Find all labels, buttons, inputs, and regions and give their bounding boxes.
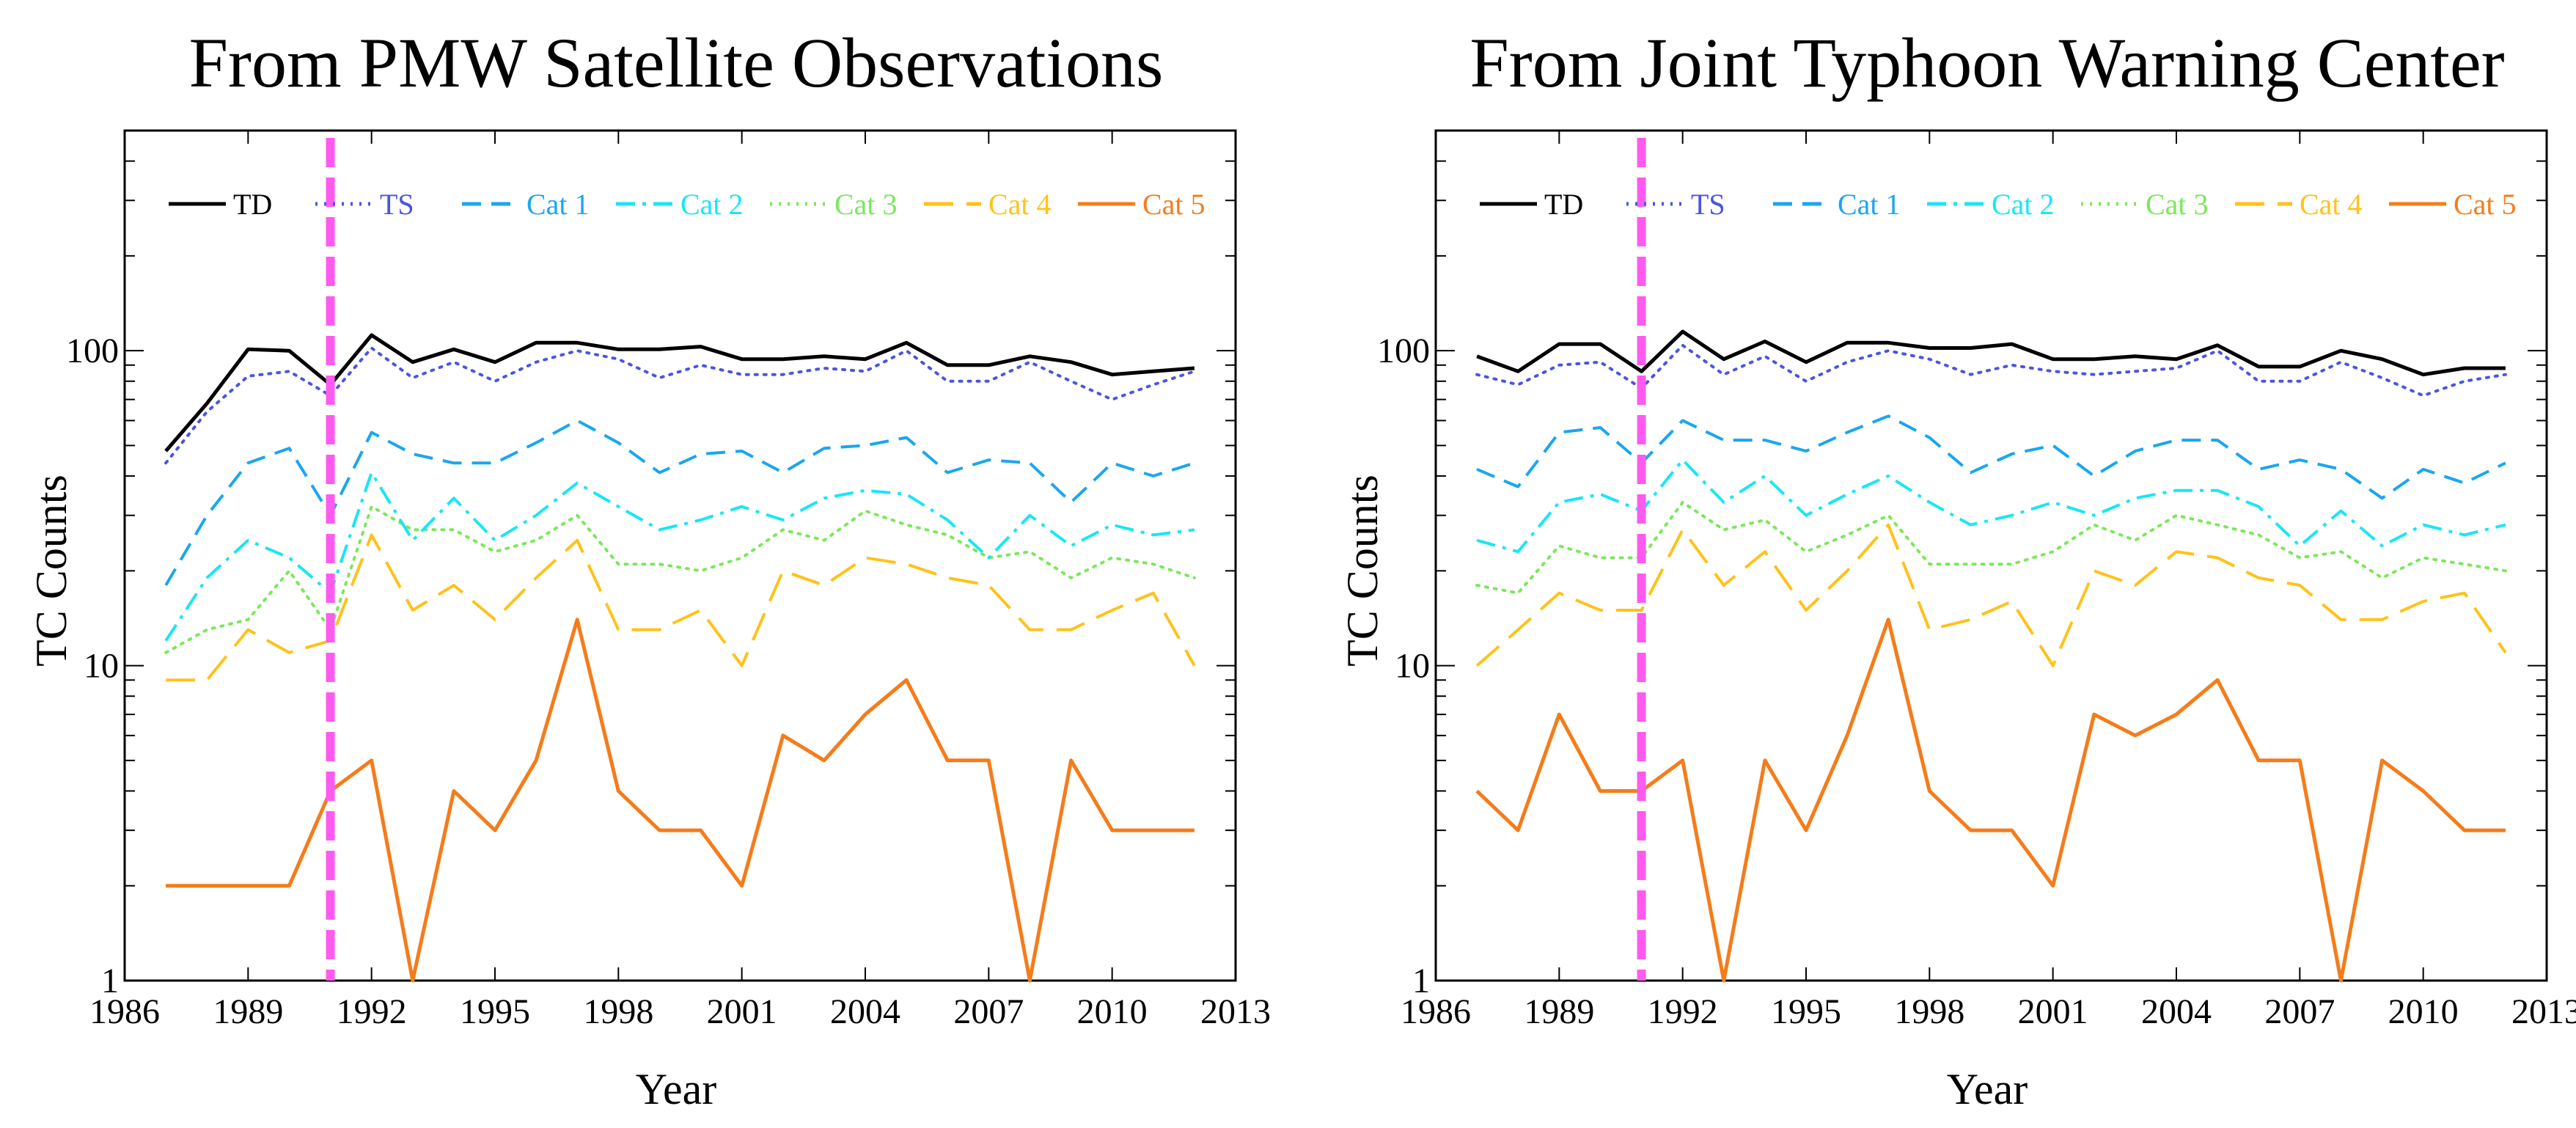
legend-label-cat-4: Cat 4 (2300, 188, 2363, 221)
series-line-cat-2 (1476, 458, 2506, 554)
x-tick-label: 2013 (1200, 992, 1271, 1031)
x-axis-label: Year (1947, 1065, 2028, 1113)
series-line-cat-4 (166, 533, 1196, 682)
series-line-cat-1 (1476, 414, 2506, 500)
legend-label-cat-1: Cat 1 (1838, 188, 1901, 221)
x-tick-label: 1995 (1771, 992, 1841, 1031)
x-tick-label: 2001 (707, 992, 777, 1031)
chart-title: From Joint Typhoon Warning Center (1469, 23, 2504, 102)
x-tick-label: 1992 (1648, 992, 1718, 1031)
x-tick-label: 2010 (1077, 992, 1148, 1031)
plot-frame (1434, 129, 2548, 982)
chart-title: From PMW Satellite Observations (189, 23, 1164, 102)
x-tick-label: 2010 (2388, 992, 2459, 1031)
series-line-cat-1 (164, 419, 1195, 587)
series-line-cat-3 (164, 505, 1196, 654)
legend-label-cat-2: Cat 2 (1992, 188, 2055, 221)
legend-label-cat-2: Cat 2 (680, 188, 744, 221)
legend-label-ts: TS (1691, 188, 1725, 221)
x-tick-label: 2004 (2141, 992, 2212, 1031)
series-line-td (1476, 329, 2506, 377)
x-tick-label: 2004 (830, 992, 900, 1031)
legend-label-cat-5: Cat 5 (2454, 188, 2517, 221)
x-tick-label: 2001 (2018, 992, 2088, 1031)
series-line-ts (164, 346, 1196, 465)
x-tick-label: 1989 (1524, 992, 1594, 1031)
x-tick-label: 1995 (460, 992, 530, 1031)
x-tick-label: 1992 (337, 992, 407, 1031)
legend-label-cat-3: Cat 3 (2146, 188, 2209, 221)
legend-label-ts: TS (380, 188, 414, 221)
y-tick-label: 1 (101, 962, 119, 1000)
series-line-td (164, 333, 1195, 453)
series-line-cat-2 (164, 471, 1195, 642)
y-axis-label: TC Counts (27, 475, 76, 667)
x-tick-label: 1989 (213, 992, 283, 1031)
x-axis-label: Year (636, 1065, 717, 1113)
y-tick-label: 100 (1377, 332, 1430, 370)
legend-label-td: TD (233, 188, 272, 221)
y-tick-label: 1 (1412, 962, 1430, 1000)
legend-label-cat-1: Cat 1 (526, 188, 590, 221)
y-axis-label: TC Counts (1338, 475, 1387, 667)
x-tick-label: 2007 (953, 992, 1024, 1031)
x-tick-label: 1986 (1401, 992, 1471, 1031)
chart-panel-jtwc: From Joint Typhoon Warning Center Year T… (1338, 23, 2576, 1113)
y-tick-label: 10 (84, 647, 119, 686)
plot-frame (123, 129, 1237, 982)
x-tick-label: 1986 (89, 992, 160, 1031)
legend-label-cat-4: Cat 4 (988, 188, 1052, 221)
series-line-ts (1475, 343, 2507, 398)
legend-label-td: TD (1544, 188, 1583, 221)
y-tick-label: 100 (66, 332, 119, 370)
legend-label-cat-5: Cat 5 (1142, 188, 1206, 221)
y-tick-label: 10 (1395, 647, 1430, 686)
x-tick-label: 2007 (2264, 992, 2335, 1031)
series-line-cat-3 (1475, 500, 2507, 595)
legend-label-cat-3: Cat 3 (834, 188, 898, 221)
x-tick-label: 2013 (2511, 992, 2576, 1031)
chart-panel-pmw: From PMW Satellite Observations Year TC … (27, 23, 1271, 1113)
series-line-cat-5 (166, 618, 1195, 983)
x-tick-label: 1998 (583, 992, 653, 1031)
x-tick-label: 1998 (1894, 992, 1964, 1031)
series-line-cat-4 (1475, 523, 2507, 667)
series-line-cat-5 (1475, 618, 2506, 983)
